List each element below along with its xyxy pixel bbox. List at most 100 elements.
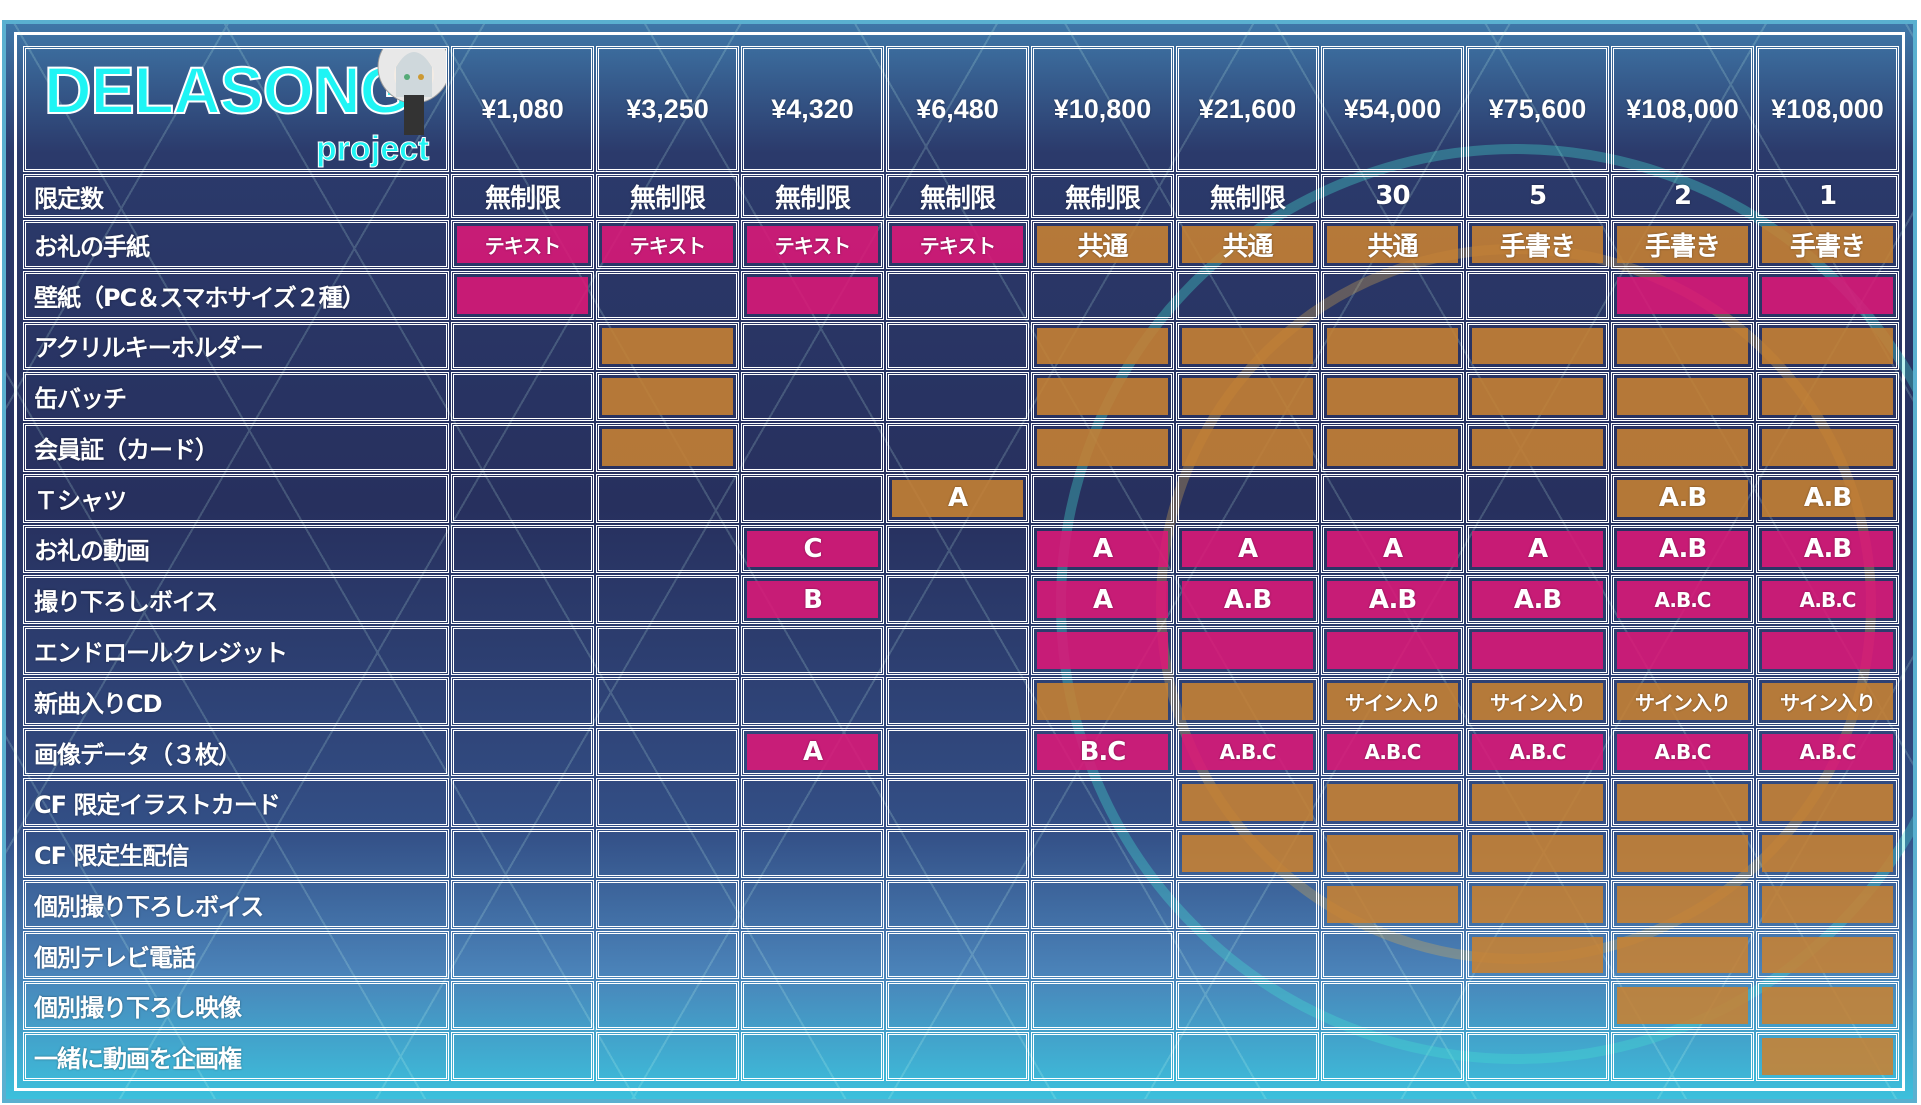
cell-fill-orange: [602, 327, 733, 365]
row-label: 個別撮り下ろし映像: [23, 981, 449, 1031]
cell-text: CF 限定イラストカード: [34, 791, 281, 820]
reward-cell: サイン入り: [1756, 676, 1899, 726]
cell-text: A.B: [1513, 584, 1562, 615]
reward-cell: [1176, 676, 1319, 726]
reward-cell: [596, 981, 739, 1031]
reward-cell: A.B: [1176, 575, 1319, 625]
cell-text: A.B.C: [1219, 740, 1277, 765]
cell-fill-orange: [1182, 226, 1313, 263]
reward-cell: [886, 575, 1029, 625]
row-label: 新曲入りCD: [23, 676, 449, 726]
reward-cell: [596, 575, 739, 625]
reward-cell: [741, 829, 884, 878]
cell-text: 新曲入りCD: [34, 689, 163, 718]
reward-cell: [1321, 321, 1464, 371]
limit-value: 5: [1466, 174, 1609, 218]
reward-cell: [451, 575, 594, 625]
reward-cell: [1176, 473, 1319, 523]
reward-cell: [596, 626, 739, 675]
reward-cell: [1466, 473, 1609, 523]
cell-fill-orange: [1762, 327, 1893, 365]
cell-fill-orange: [1762, 226, 1893, 263]
reward-cell: テキスト: [596, 220, 739, 269]
reward-cell: [1176, 879, 1319, 929]
reward-cell: [741, 778, 884, 828]
reward-cell: [1466, 1032, 1609, 1081]
reward-cell: A.B: [1611, 473, 1754, 523]
reward-tier-table: DELASONG project ¥1,080 ¥3,250 ¥4,320 ¥6,48…: [22, 45, 1900, 1082]
cell-fill-orange: [1327, 327, 1458, 365]
cell-fill-orange: [1762, 1038, 1893, 1075]
cell-text: A.B.C: [1654, 587, 1712, 612]
reward-cell: A.B.C: [1466, 727, 1609, 777]
cell-fill-orange: [1327, 226, 1458, 263]
row-label: お礼の手紙: [23, 220, 449, 269]
cell-text: 壁紙（PC＆スマホサイズ２種）: [34, 283, 366, 312]
reward-cell: [596, 1032, 739, 1081]
row-label: 壁紙（PC＆スマホサイズ２種）: [23, 270, 449, 320]
reward-cell: [596, 829, 739, 878]
reward-cell: [1466, 829, 1609, 878]
reward-cell: 共通: [1321, 220, 1464, 269]
reward-cell: [1031, 778, 1174, 828]
reward-cell: [886, 1032, 1029, 1081]
reward-cell: [1611, 423, 1754, 472]
cell-text: 共通: [1222, 231, 1273, 262]
row-label: Ｔシャツ: [23, 473, 449, 523]
row-label: CF 限定イラストカード: [23, 778, 449, 828]
reward-cell: [596, 473, 739, 523]
cell-text: 個別撮り下ろしボイス: [34, 892, 264, 921]
cell-text: ¥4,320: [771, 93, 854, 124]
cell-fill-pink: [747, 226, 878, 263]
reward-cell: [1031, 321, 1174, 371]
reward-cell: [1031, 1032, 1174, 1081]
cell-text: テキスト: [484, 233, 561, 258]
cell-text: A: [1092, 533, 1113, 564]
reward-cell: [1321, 829, 1464, 878]
reward-cell: [1031, 879, 1174, 929]
price-header: ¥1,080: [451, 46, 594, 172]
reward-cell: [451, 473, 594, 523]
cell-fill-pink: [457, 276, 588, 314]
reward-cell: [741, 1032, 884, 1081]
reward-cell: [886, 829, 1029, 878]
cell-text: 撮り下ろしボイス: [34, 588, 218, 617]
reward-cell: 手書き: [1756, 220, 1899, 269]
cell-fill-orange: [1327, 885, 1458, 923]
reward-cell: [451, 321, 594, 371]
cell-fill-pink: [747, 276, 878, 314]
reward-cell: [741, 372, 884, 422]
reward-cell: A.B.C: [1611, 727, 1754, 777]
mascot-illustration: [377, 49, 446, 135]
reward-cell: [1466, 321, 1609, 371]
cell-text: ¥108,000: [1626, 93, 1739, 124]
cell-text: サイン入り: [1635, 690, 1731, 715]
cell-fill-pink: [747, 733, 878, 771]
cell-fill-orange: [1762, 378, 1893, 416]
reward-cell: [1031, 981, 1174, 1031]
cell-fill-orange: [1762, 936, 1893, 974]
reward-cell: [1756, 1032, 1899, 1081]
reward-cell: [1176, 270, 1319, 320]
reward-cell: [596, 270, 739, 320]
reward-cell: [1756, 423, 1899, 472]
reward-cell: [1611, 930, 1754, 980]
cell-text: A.B: [1803, 533, 1852, 564]
limit-value: 無制限: [1031, 174, 1174, 218]
limit-value: 無制限: [596, 174, 739, 218]
brand-logo: DELASONG: [43, 52, 412, 128]
reward-cell: [1611, 270, 1754, 320]
reward-cell: [1611, 829, 1754, 878]
cell-fill-orange: [1037, 327, 1168, 365]
limit-value: 無制限: [451, 174, 594, 218]
cell-text: 一緒に動画を企画権: [34, 1045, 242, 1074]
cell-fill-orange: [1037, 226, 1168, 263]
reward-cell: [1466, 270, 1609, 320]
cell-text: 個別撮り下ろし映像: [34, 994, 242, 1023]
cell-text: 無制限: [484, 183, 561, 214]
reward-cell: [1611, 981, 1754, 1031]
reward-cell: [1176, 930, 1319, 980]
cell-text: A.B.C: [1509, 740, 1567, 765]
cell-fill-pink: [1472, 733, 1603, 771]
reward-cell: [1611, 321, 1754, 371]
